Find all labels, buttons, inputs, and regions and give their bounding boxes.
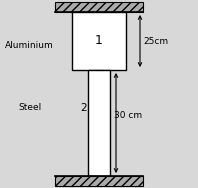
Bar <box>88 70 110 176</box>
Bar <box>72 12 126 70</box>
Text: 1: 1 <box>95 35 103 48</box>
Text: Aluminium: Aluminium <box>5 42 54 51</box>
Text: 2: 2 <box>80 103 87 113</box>
Bar <box>55 2 143 12</box>
Text: Steel: Steel <box>18 104 41 112</box>
Text: 25cm: 25cm <box>143 36 168 45</box>
Bar <box>55 176 143 186</box>
Text: 30 cm: 30 cm <box>114 111 142 121</box>
